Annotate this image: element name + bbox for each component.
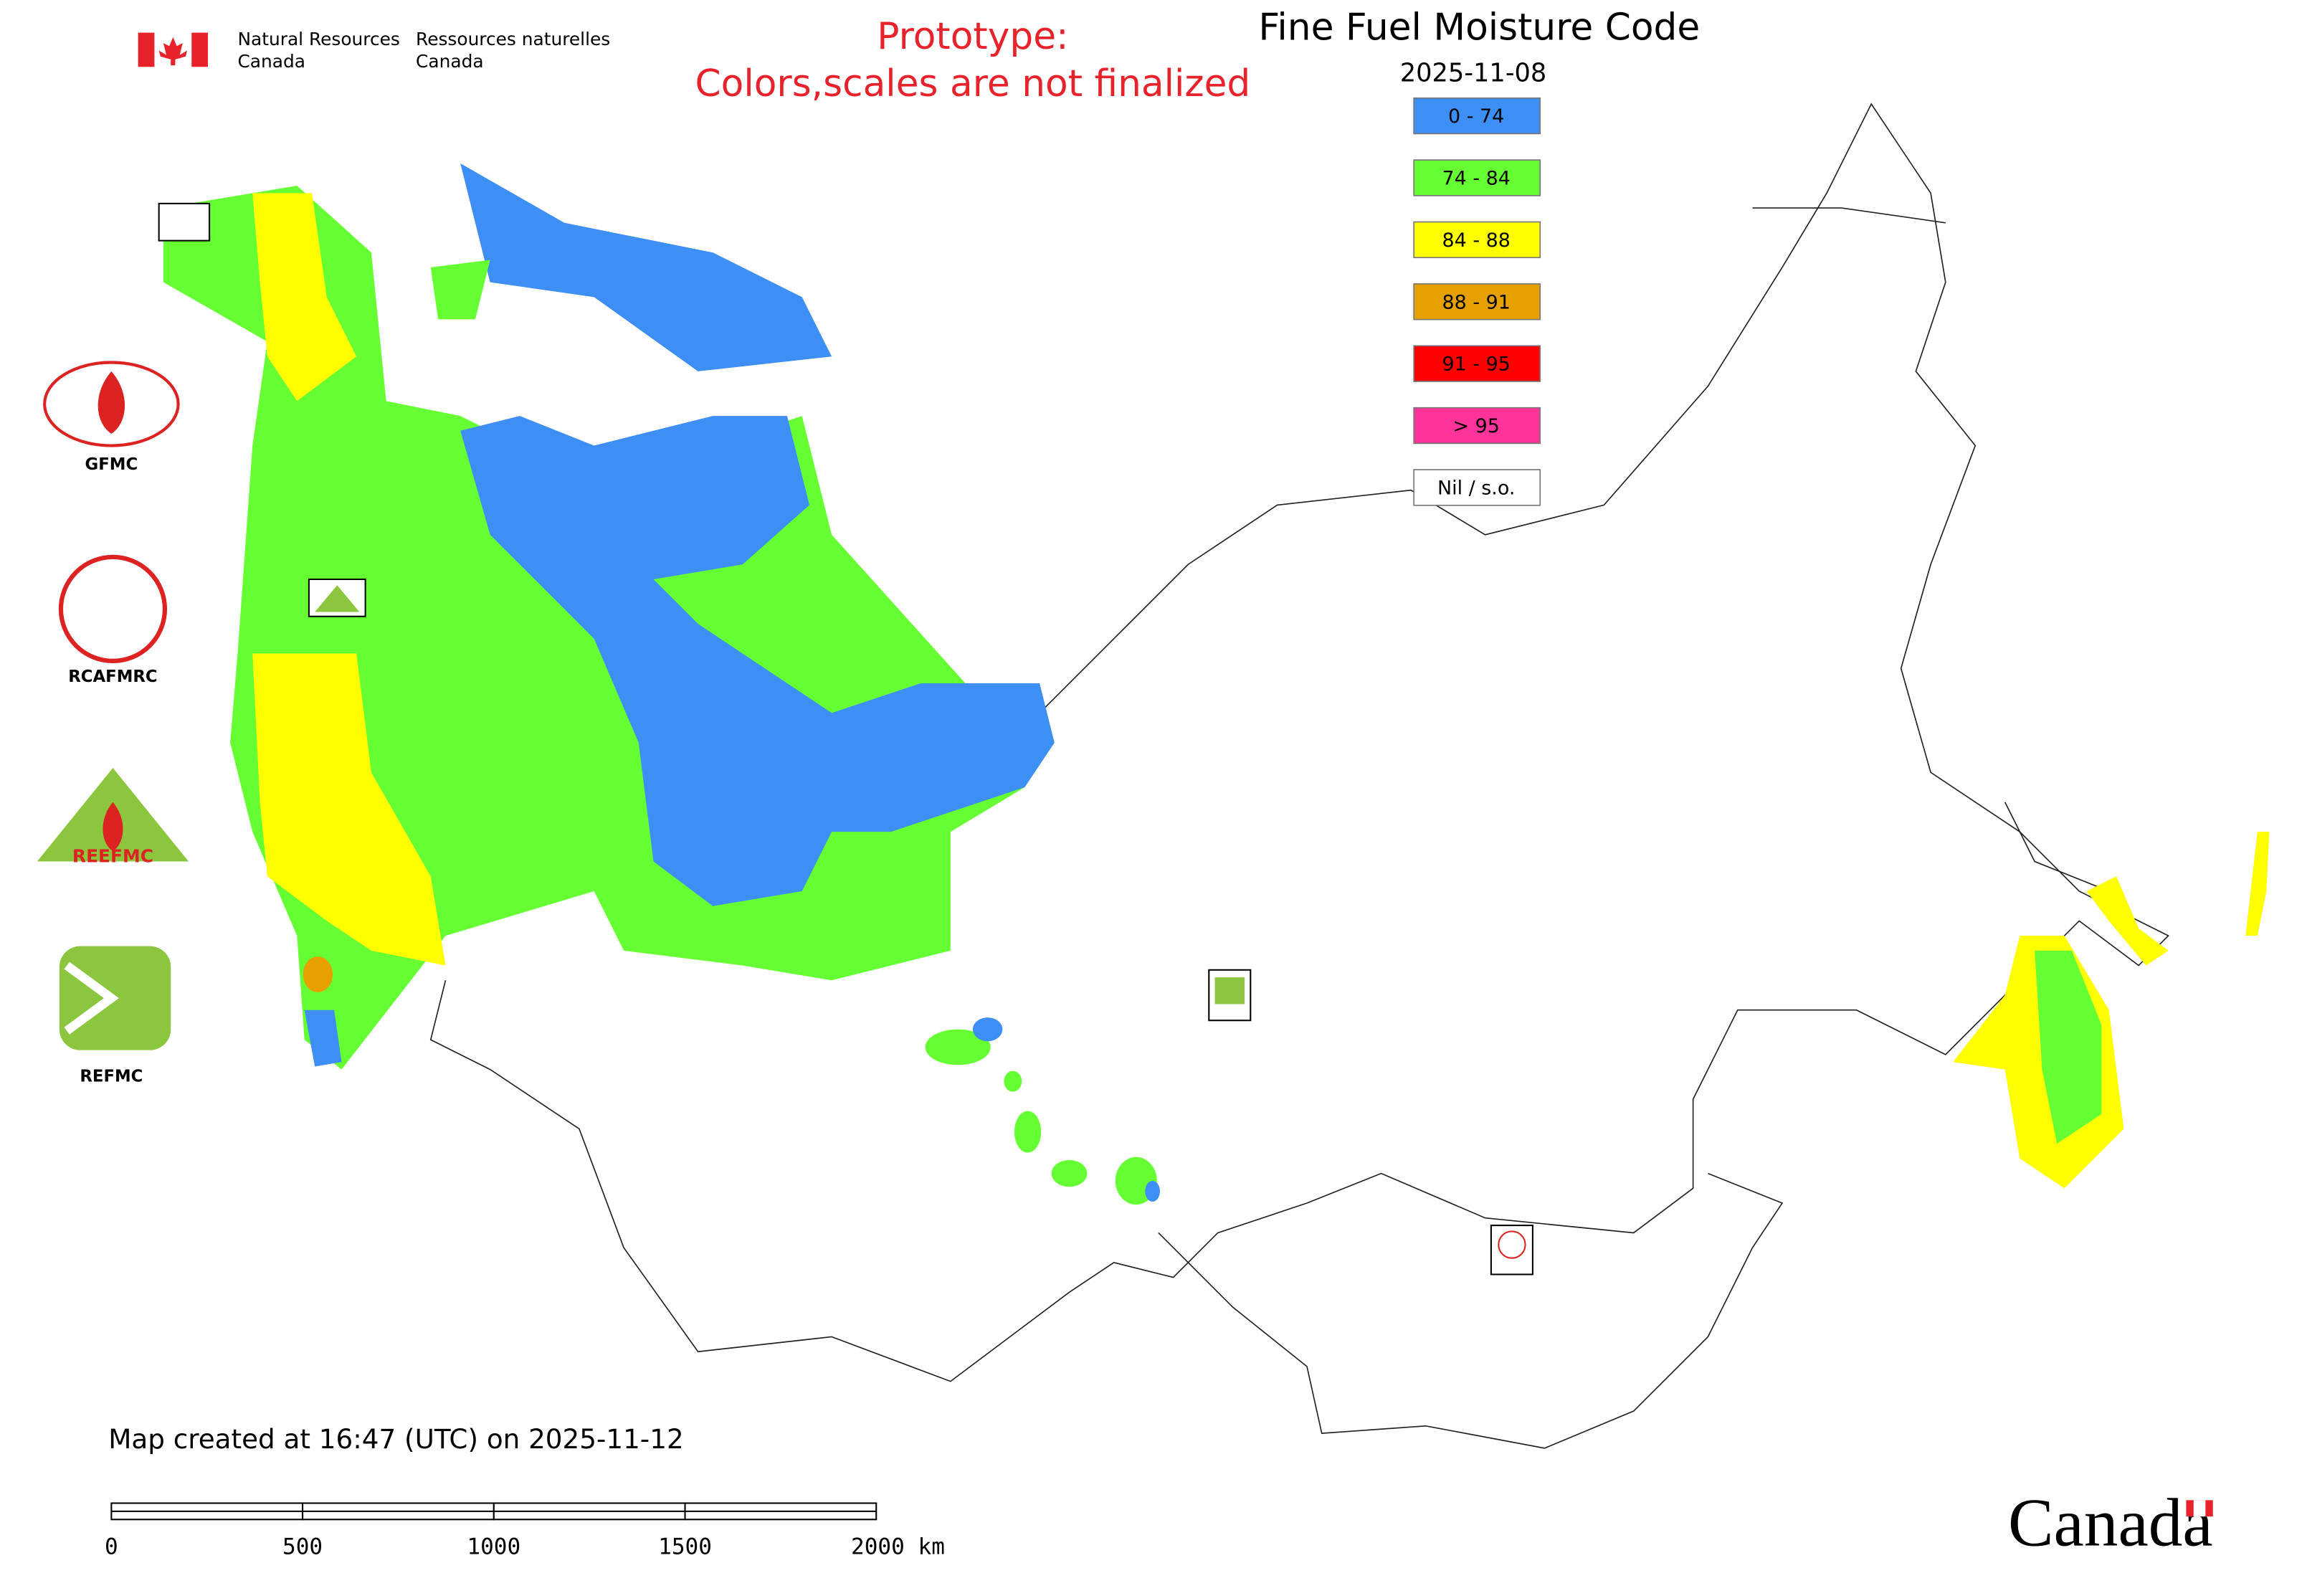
region bbox=[1014, 1111, 1042, 1153]
logo-gfmc bbox=[97, 371, 125, 434]
legend-label: > 95 bbox=[1452, 415, 1499, 437]
region bbox=[2086, 876, 2169, 966]
notice: Prototype: bbox=[877, 15, 1068, 58]
wordmark: Canada bbox=[2008, 1485, 2213, 1561]
flag-bar bbox=[191, 32, 209, 67]
scale-label: 2000 km bbox=[851, 1534, 945, 1560]
legend-label: 88 - 91 bbox=[1442, 291, 1511, 313]
legend-label: 91 - 95 bbox=[1442, 353, 1511, 376]
outline bbox=[1752, 207, 2109, 892]
legend-swatch bbox=[1413, 283, 1541, 320]
scale-label: 0 bbox=[105, 1534, 118, 1560]
region bbox=[303, 956, 333, 992]
region bbox=[252, 653, 446, 966]
region bbox=[460, 163, 832, 371]
legend-label: 74 - 84 bbox=[1442, 168, 1511, 190]
region bbox=[972, 1017, 1003, 1042]
logo-label: REEFMC bbox=[72, 845, 153, 866]
outline bbox=[429, 103, 2169, 1382]
title: Fine Fuel Moisture Code bbox=[1258, 6, 1700, 49]
logo-reefmc bbox=[103, 802, 123, 852]
canada-flag bbox=[138, 32, 209, 67]
badge bbox=[1498, 1230, 1526, 1259]
region bbox=[460, 416, 1055, 906]
region bbox=[1004, 1070, 1022, 1092]
date: 2025-11-08 bbox=[1400, 59, 1547, 88]
dept-en: Canada bbox=[237, 51, 305, 72]
wordmark-flag bbox=[2193, 1500, 2206, 1517]
borders bbox=[429, 103, 2169, 1449]
flag-bar bbox=[138, 32, 155, 67]
legend-label: 0 - 74 bbox=[1448, 105, 1504, 128]
notice: Colors,scales are not finalized bbox=[695, 62, 1251, 105]
legend-swatch bbox=[1413, 407, 1541, 445]
region bbox=[2245, 832, 2270, 936]
region bbox=[1145, 1180, 1160, 1202]
region bbox=[252, 193, 357, 402]
logo-label: RCAFMRC bbox=[68, 668, 157, 686]
fmc-regions bbox=[163, 163, 2270, 1205]
badge bbox=[315, 585, 360, 612]
maple-leaf bbox=[158, 37, 188, 66]
logo-label: REFMC bbox=[80, 1067, 143, 1086]
outline bbox=[1158, 1172, 1784, 1449]
badges bbox=[158, 202, 1533, 1276]
legend-swatch bbox=[1413, 221, 1541, 259]
dept-fr: Ressources naturelles bbox=[416, 29, 610, 49]
logo-rcafmrc bbox=[58, 554, 168, 664]
region bbox=[925, 1029, 991, 1065]
logo-gfmc bbox=[43, 361, 180, 447]
legend-label: Nil / s.o. bbox=[1437, 478, 1515, 500]
badge bbox=[1490, 1225, 1533, 1276]
badge bbox=[158, 202, 211, 242]
dept-fr: Canada bbox=[416, 51, 484, 72]
scale-label: 500 bbox=[282, 1534, 323, 1560]
region bbox=[2035, 950, 2102, 1144]
footer: Map created at 16:47 (UTC) on 2025-11-12 bbox=[108, 1423, 683, 1455]
legend-label: 84 - 88 bbox=[1442, 229, 1511, 252]
legend-swatch bbox=[1413, 159, 1541, 196]
legend-swatch bbox=[1413, 469, 1541, 506]
legend-swatch bbox=[1413, 97, 1541, 135]
region bbox=[430, 260, 490, 320]
logo-refmc bbox=[64, 961, 119, 1035]
scale-label: 1500 bbox=[658, 1534, 712, 1560]
legend: 0 - 74 74 - 84 84 - 88 88 - 91 91 - 95 > 95 Ni… bbox=[1413, 97, 1541, 506]
dept-en: Natural Resources bbox=[237, 29, 399, 49]
scale-bar: 0 500 1000 1500 2000 km bbox=[105, 1502, 945, 1560]
badge bbox=[1214, 977, 1245, 1004]
legend-swatch bbox=[1413, 345, 1541, 382]
region bbox=[1051, 1159, 1088, 1187]
region bbox=[304, 1010, 342, 1067]
logo-label: GFMC bbox=[85, 455, 138, 474]
scale-label: 1000 bbox=[467, 1534, 520, 1560]
logos bbox=[37, 361, 189, 1050]
